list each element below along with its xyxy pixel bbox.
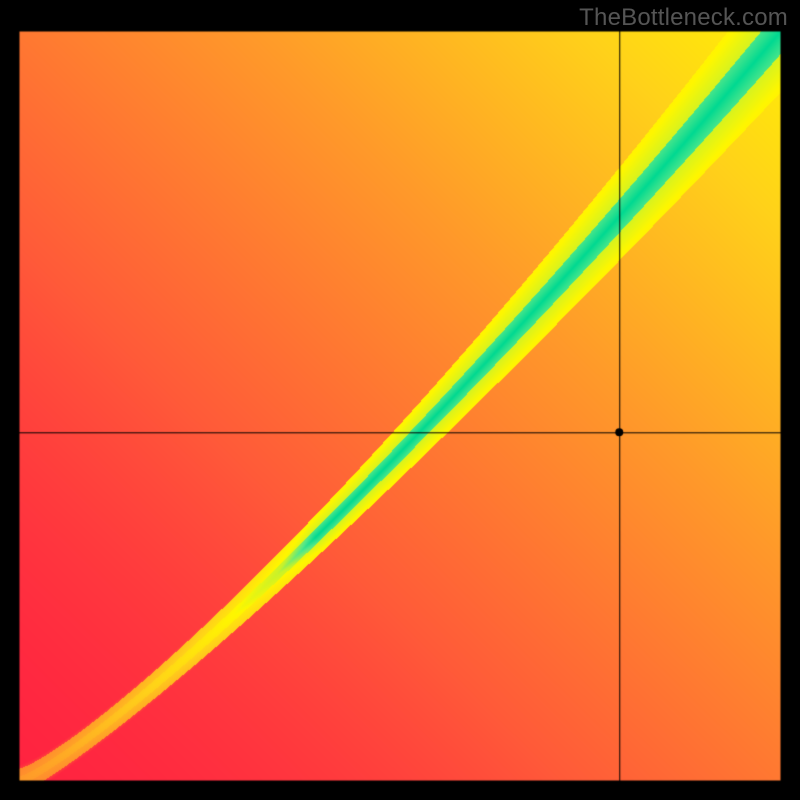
chart-container: TheBottleneck.com [0, 0, 800, 800]
watermark-text: TheBottleneck.com [579, 4, 788, 32]
heatmap-canvas [0, 0, 800, 800]
